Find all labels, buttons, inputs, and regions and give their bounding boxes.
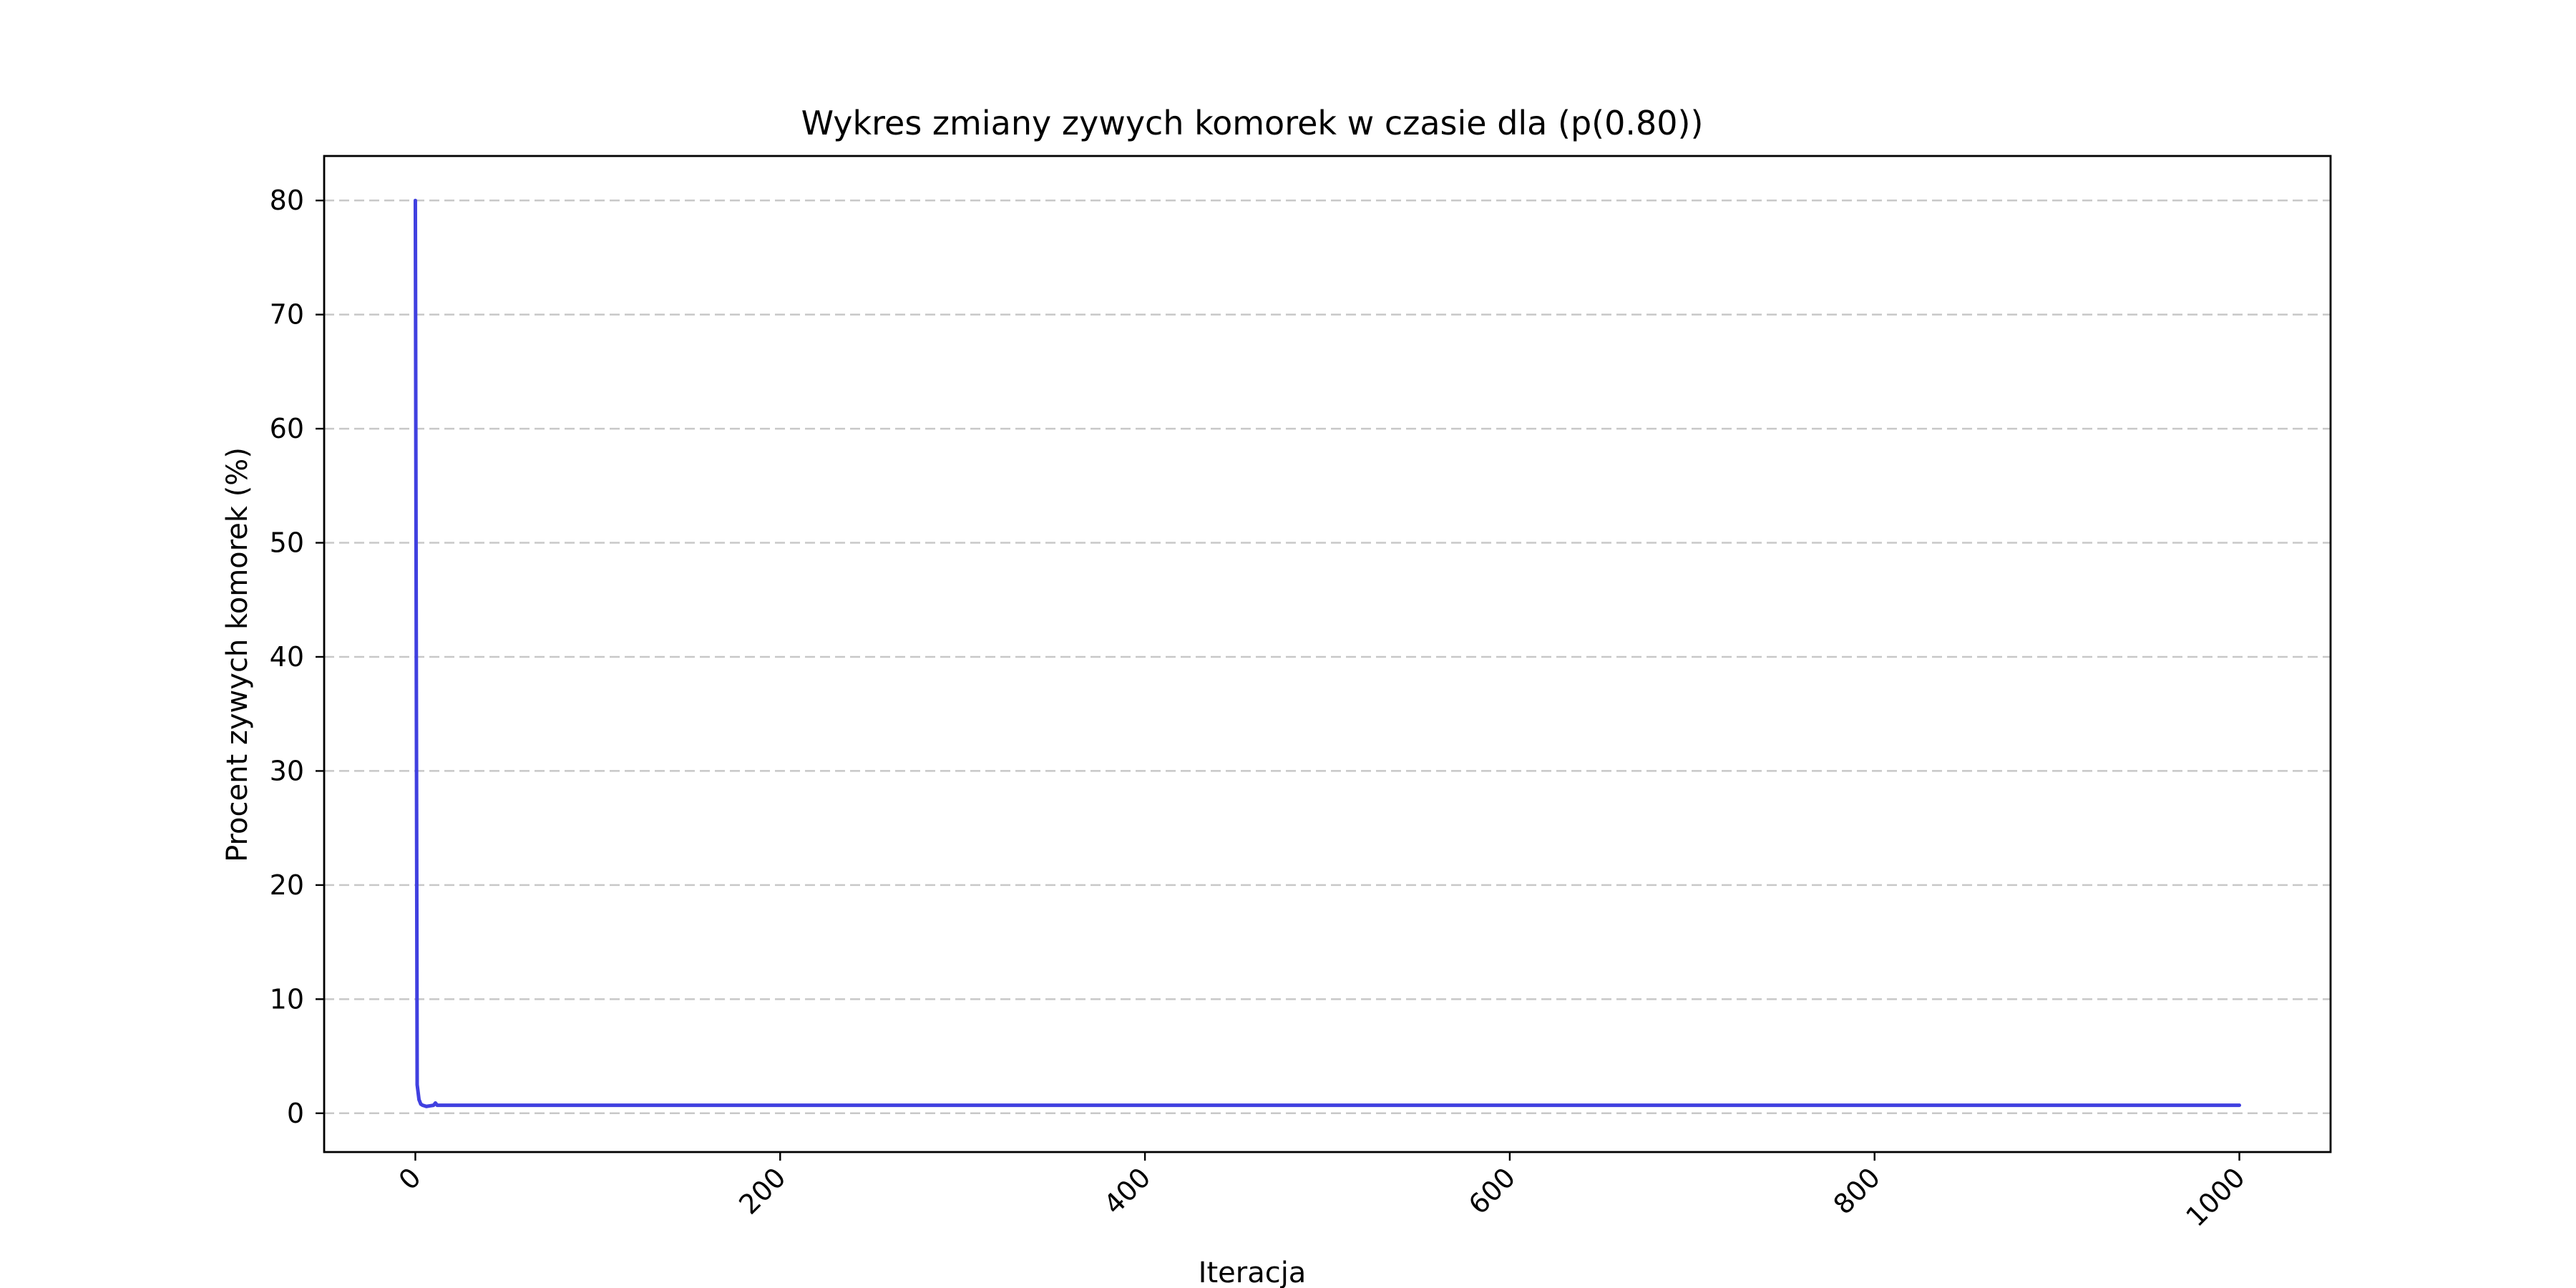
y-tick-label-40: 40 [270, 641, 304, 673]
series-line-0 [413, 198, 2242, 1108]
grid [324, 199, 2331, 1115]
y-tick-label-70: 70 [270, 299, 304, 331]
y-tick-label-20: 20 [270, 869, 304, 901]
series-layer [413, 198, 2242, 1108]
y-tick-label-50: 50 [270, 527, 304, 559]
y-axis-label: Procent zywych komorek (%) [221, 447, 254, 862]
y-tick-label-80: 80 [270, 185, 304, 216]
y-tick-label-10: 10 [270, 983, 304, 1015]
y-tick-label-60: 60 [270, 413, 304, 444]
y-tick-label-30: 30 [270, 755, 304, 786]
chart-title: Wykres zmiany zywych komorek w czasie dl… [801, 104, 1704, 142]
x-axis-label: Iteracja [1199, 1257, 1307, 1288]
y-axis-ticks: 0 10 20 30 40 50 60 70 80 [270, 185, 324, 1129]
y-tick-label-0: 0 [287, 1098, 304, 1129]
plot-frame [323, 155, 2332, 1153]
